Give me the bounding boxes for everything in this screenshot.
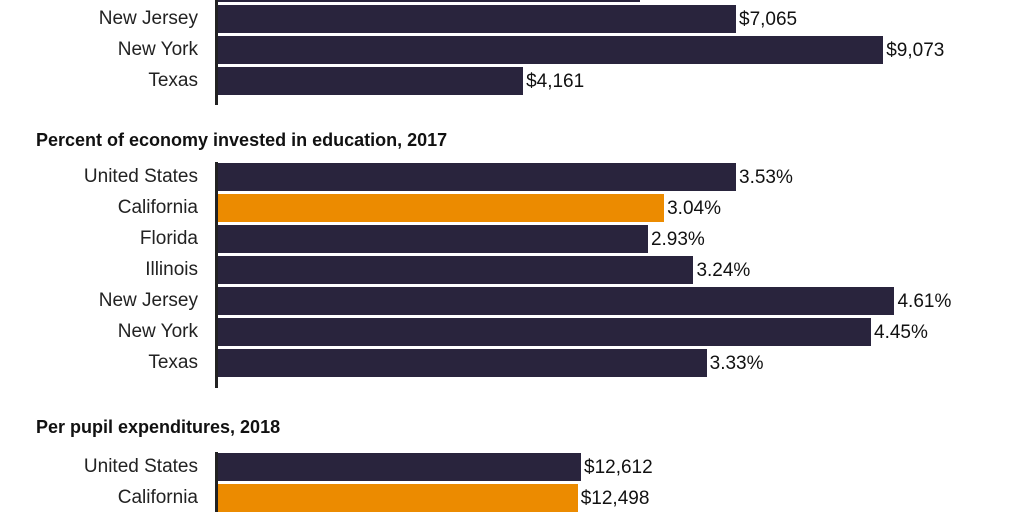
value-label: $7,065 <box>739 9 798 30</box>
bar <box>218 318 871 346</box>
category-label: United States <box>83 166 198 187</box>
value-label: 2.93% <box>650 229 705 250</box>
bar <box>218 67 524 95</box>
category-label: California <box>117 487 198 508</box>
bar <box>218 5 736 33</box>
value-label: $12,612 <box>584 457 653 478</box>
category-label: New Jersey <box>98 8 198 29</box>
bar <box>218 194 665 222</box>
axis-line <box>215 162 218 388</box>
category-label: New York <box>117 321 198 342</box>
category-label: United States <box>83 456 198 477</box>
category-label: Illinois <box>145 259 198 280</box>
axis-line <box>215 452 218 512</box>
category-label: Texas <box>148 352 198 373</box>
value-label: 4.61% <box>897 291 952 312</box>
value-label: 3.53% <box>739 167 793 188</box>
value-label: 4.45% <box>874 322 928 343</box>
value-label: $12,498 <box>580 488 650 509</box>
bar <box>218 256 694 284</box>
category-label: California <box>117 197 198 218</box>
chart-title-per-pupil: Per pupil expenditures, 2018 <box>36 417 281 437</box>
category-label: New Jersey <box>98 290 198 311</box>
chart-title-economy-percent: Percent of economy invested in education… <box>36 130 448 150</box>
bar <box>218 0 640 2</box>
category-label: Texas <box>148 70 198 91</box>
value-label: $4,161 <box>526 71 585 92</box>
bar <box>218 225 648 253</box>
value-label: 3.24% <box>696 260 751 281</box>
category-label: New York <box>117 39 198 60</box>
bar <box>218 349 707 377</box>
category-label: Florida <box>139 228 198 249</box>
bar <box>218 163 736 191</box>
bar <box>218 36 884 64</box>
value-label: 3.04% <box>667 198 721 219</box>
axis-line <box>215 0 218 105</box>
bar <box>218 453 581 481</box>
value-label: 3.33% <box>709 353 764 374</box>
bar <box>218 287 895 315</box>
bar <box>218 484 578 512</box>
value-label: $9,073 <box>886 40 945 61</box>
